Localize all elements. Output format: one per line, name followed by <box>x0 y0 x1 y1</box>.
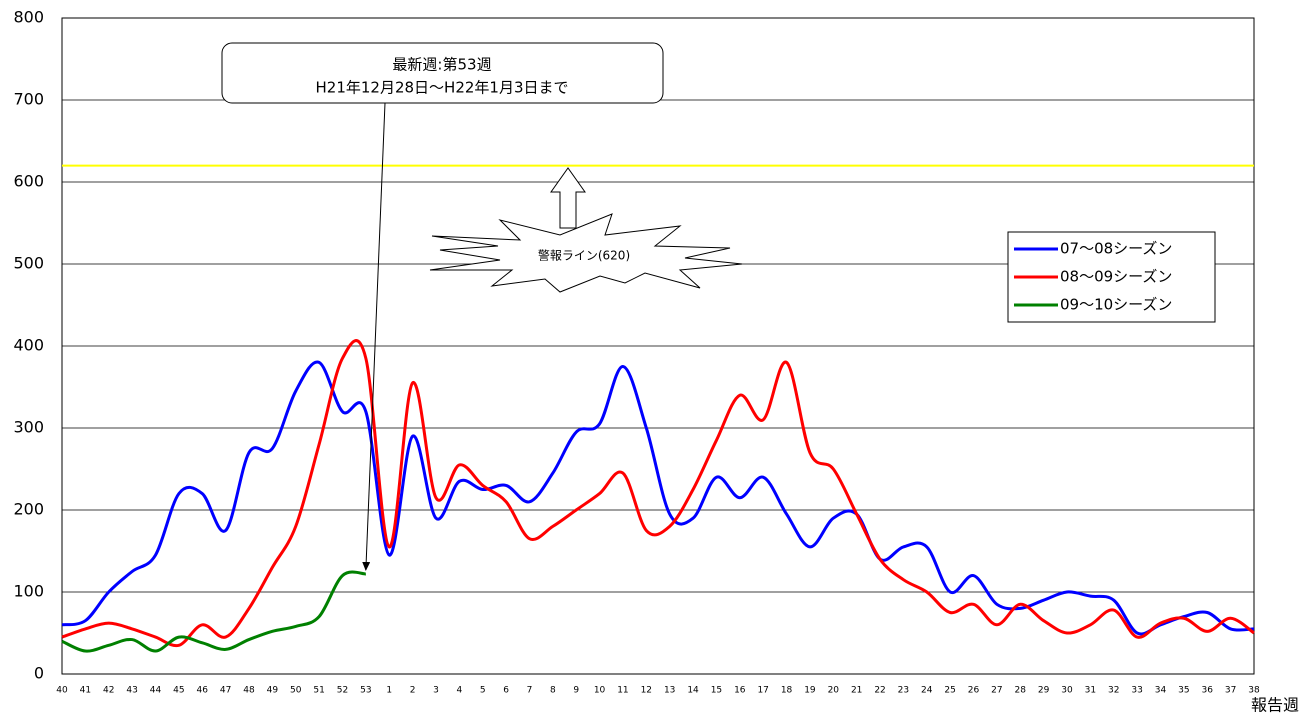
x-tick-label: 7 <box>527 686 533 696</box>
x-tick-label: 15 <box>711 686 722 696</box>
callout-line: H21年12月28日～H22年1月3日まで <box>316 79 569 97</box>
x-tick-label: 33 <box>1131 686 1142 696</box>
callout-box <box>221 42 664 104</box>
y-tick-label: 800 <box>13 8 44 27</box>
x-tick-label: 5 <box>480 686 486 696</box>
x-tick-label: 19 <box>804 686 816 696</box>
x-tick-label: 10 <box>594 686 606 696</box>
alert-burst <box>429 213 743 293</box>
callout-line: 最新週:第53週 <box>392 56 491 74</box>
x-tick-label: 30 <box>1061 686 1073 696</box>
y-tick-label: 600 <box>13 172 44 191</box>
y-tick-label: 400 <box>13 336 44 355</box>
x-tick-label: 49 <box>267 686 279 696</box>
x-tick-label: 25 <box>944 686 955 696</box>
x-tick-label: 9 <box>573 686 579 696</box>
series-line <box>61 360 1255 636</box>
x-tick-label: 42 <box>103 686 114 696</box>
series-line <box>61 339 1255 648</box>
x-tick-label: 52 <box>337 686 348 696</box>
x-tick-label: 4 <box>456 686 462 696</box>
x-tick-label: 31 <box>1085 686 1096 696</box>
x-tick-label: 45 <box>173 686 184 696</box>
x-tick-label: 20 <box>828 686 840 696</box>
x-tick-label: 53 <box>360 686 371 696</box>
x-tick-label: 50 <box>290 686 302 696</box>
x-tick-label: 2 <box>410 686 416 696</box>
y-tick-label: 700 <box>13 90 44 109</box>
x-tick-label: 23 <box>898 686 909 696</box>
x-tick-label: 28 <box>1015 686 1027 696</box>
x-tick-label: 1 <box>386 686 392 696</box>
series-line <box>61 570 366 653</box>
x-tick-label: 22 <box>874 686 885 696</box>
alert-arrow <box>550 167 586 229</box>
x-tick-label: 27 <box>991 686 1002 696</box>
x-tick-label: 46 <box>197 686 209 696</box>
x-tick-label: 44 <box>150 686 162 696</box>
y-tick-label: 100 <box>13 582 44 601</box>
x-tick-label: 11 <box>617 686 628 696</box>
x-tick-label: 51 <box>313 686 324 696</box>
x-tick-label: 13 <box>664 686 675 696</box>
x-tick-label: 24 <box>921 686 933 696</box>
x-tick-label: 8 <box>550 686 556 696</box>
x-tick-label: 43 <box>126 686 137 696</box>
x-tick-label: 18 <box>781 686 793 696</box>
y-tick-label: 0 <box>34 664 44 683</box>
legend-label: 07～08シーズン <box>1060 240 1172 258</box>
x-tick-label: 6 <box>503 686 509 696</box>
y-tick-label: 200 <box>13 500 44 519</box>
x-tick-label: 16 <box>734 686 746 696</box>
x-axis-title: 報告週 <box>1251 696 1299 715</box>
x-tick-label: 35 <box>1178 686 1189 696</box>
x-tick-label: 21 <box>851 686 862 696</box>
y-tick-label: 300 <box>13 418 44 437</box>
x-tick-label: 26 <box>968 686 980 696</box>
x-tick-label: 34 <box>1155 686 1167 696</box>
x-tick-label: 37 <box>1225 686 1236 696</box>
x-tick-label: 3 <box>433 686 439 696</box>
y-tick-label: 500 <box>13 254 44 273</box>
x-tick-label: 17 <box>757 686 768 696</box>
x-tick-label: 40 <box>56 686 68 696</box>
x-tick-label: 38 <box>1248 686 1260 696</box>
x-tick-label: 41 <box>80 686 91 696</box>
x-tick-label: 47 <box>220 686 231 696</box>
x-tick-label: 32 <box>1108 686 1119 696</box>
x-tick-label: 36 <box>1202 686 1214 696</box>
x-tick-label: 29 <box>1038 686 1050 696</box>
x-tick-label: 14 <box>687 686 699 696</box>
x-tick-label: 48 <box>243 686 255 696</box>
legend-label: 09～10シーズン <box>1060 296 1172 314</box>
legend-label: 08～09シーズン <box>1060 268 1172 286</box>
alert-label: 警報ライン(620) <box>538 248 630 263</box>
x-tick-label: 12 <box>641 686 652 696</box>
callout-arrow <box>362 102 386 571</box>
